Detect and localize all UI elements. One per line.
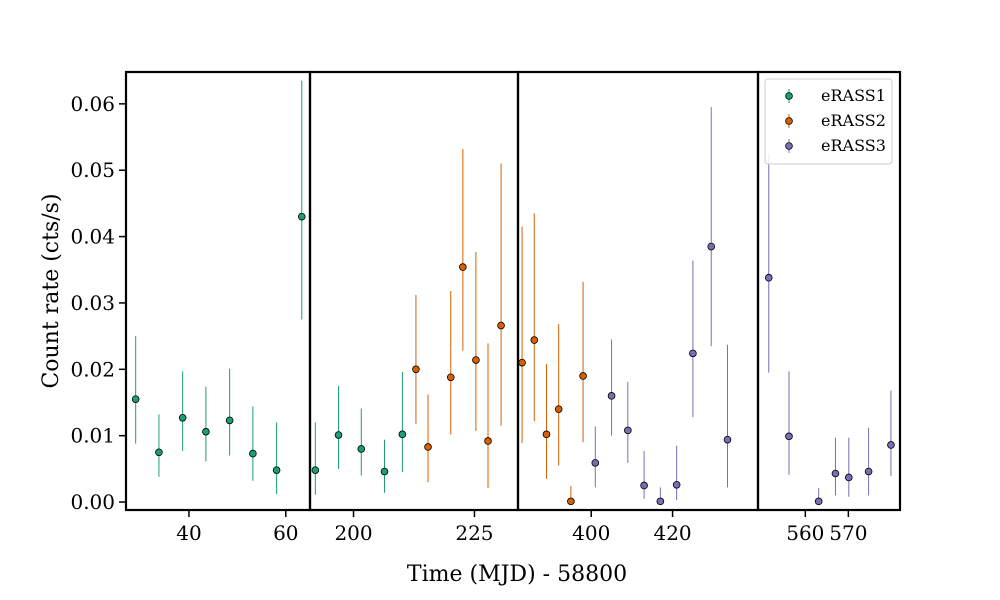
legend: eRASS1 eRASS2 eRASS3 — [764, 78, 893, 165]
data-point — [497, 321, 505, 330]
legend-entry: eRASS1 — [821, 86, 886, 105]
x-tick-label: 200 — [334, 521, 372, 545]
data-point — [424, 443, 432, 451]
data-point — [311, 466, 320, 474]
data-point — [272, 466, 281, 474]
data-point — [530, 336, 539, 344]
legend-marker — [785, 92, 793, 100]
data-point — [689, 349, 697, 358]
y-axis-label: Count rate (cts/s) — [39, 193, 64, 388]
y-tick-label: 0.05 — [70, 158, 115, 182]
data-point — [202, 427, 210, 436]
axis-ticks: 0.00 0.01 0.02 0.03 0.04 0.05 0.06 40 60 200 225 40… — [70, 92, 867, 545]
y-tick-label: 0.06 — [70, 92, 115, 116]
data-point — [723, 435, 732, 444]
panel-frame — [516, 70, 760, 512]
legend-entry: eRASS3 — [821, 136, 886, 155]
x-tick-label: 60 — [273, 521, 298, 545]
data-point — [131, 395, 140, 403]
data-point — [764, 273, 773, 282]
data-point — [591, 459, 600, 467]
panel-frame — [124, 70, 312, 512]
data-point — [672, 480, 681, 489]
data-point — [554, 405, 563, 413]
data-point — [707, 242, 716, 251]
x-tick-label: 420 — [653, 521, 691, 545]
data-point — [155, 448, 163, 457]
data-point — [579, 372, 587, 380]
data-point — [446, 373, 455, 382]
data-point — [398, 430, 407, 439]
data-point — [518, 358, 526, 367]
data-point — [831, 469, 840, 478]
x-tick-label: 400 — [572, 521, 610, 545]
x-tick-label: 560 — [786, 521, 824, 545]
data-point — [178, 413, 187, 422]
x-tick-label: 570 — [829, 521, 867, 545]
data-point — [814, 497, 823, 506]
data-point — [225, 416, 234, 425]
data-point — [334, 431, 343, 439]
x-tick-label: 225 — [455, 521, 493, 545]
data-point — [542, 430, 551, 439]
data-point — [844, 473, 853, 482]
data-point — [656, 497, 665, 506]
legend-marker — [785, 142, 793, 150]
data-point — [357, 445, 366, 453]
data-point — [607, 392, 616, 400]
data-point — [412, 365, 420, 374]
x-tick-label: 40 — [176, 521, 201, 545]
data-point — [864, 467, 873, 476]
y-tick-label: 0.03 — [70, 291, 115, 315]
data-point — [472, 356, 480, 364]
data-point — [380, 467, 389, 476]
y-tick-label: 0.00 — [70, 490, 115, 514]
legend-entry: eRASS2 — [821, 111, 886, 130]
panel-frame — [756, 70, 902, 512]
legend-marker — [785, 117, 793, 125]
y-tick-label: 0.02 — [70, 357, 115, 381]
chart-marks — [131, 80, 895, 506]
data-point — [459, 263, 467, 271]
data-point — [297, 212, 306, 221]
data-point — [624, 426, 632, 435]
legend-box — [764, 78, 893, 165]
y-tick-label: 0.04 — [70, 225, 115, 249]
data-point — [567, 497, 575, 506]
data-point — [887, 441, 895, 449]
panel-frames — [124, 70, 902, 512]
data-point — [249, 449, 257, 458]
data-point — [640, 481, 648, 490]
data-point — [785, 432, 793, 441]
x-axis-label: Time (MJD) - 58800 — [407, 562, 627, 587]
data-point — [484, 437, 492, 445]
y-tick-label: 0.01 — [70, 424, 115, 448]
